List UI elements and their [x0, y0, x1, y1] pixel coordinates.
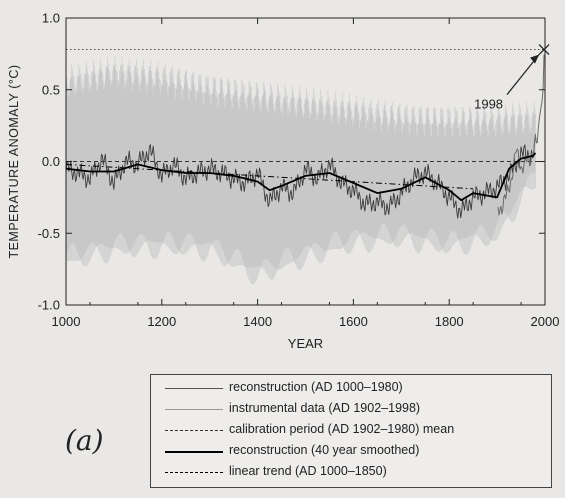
legend-item: instrumental data (AD 1902–1998) — [151, 400, 549, 418]
x-tick-label: 1000 — [52, 314, 81, 329]
series-layer — [65, 54, 545, 219]
legend-item: reconstruction (40 year smoothed) — [151, 442, 549, 460]
uncertainty-band — [65, 55, 536, 285]
series-line — [65, 138, 536, 219]
series-line — [497, 54, 545, 216]
y-tick-label: -0.5 — [38, 226, 60, 241]
legend-label: instrumental data (AD 1902–1998) — [229, 401, 421, 415]
legend-swatch-linear-trend — [165, 472, 223, 473]
series-line — [65, 163, 474, 190]
reference-lines-layer — [66, 49, 545, 162]
y-tick-label: 1.0 — [42, 11, 60, 26]
legend-swatch-smoothed — [165, 451, 223, 453]
legend-label: linear trend (AD 1000–1850) — [229, 464, 387, 478]
x-tick-label: 2000 — [531, 314, 560, 329]
y-tick-label: -1.0 — [38, 298, 60, 313]
legend-label: reconstruction (AD 1000–1980) — [229, 380, 403, 394]
legend-label: reconstruction (40 year smoothed) — [229, 443, 420, 457]
y-axis-title: TEMPERATURE ANOMALY (°C) — [7, 64, 21, 258]
axes-layer: 1000 1200 1400 1600 1800 2000 1.0 0.5 0.0 -0.5 -1.… — [7, 11, 559, 352]
legend-label: calibration period (AD 1902–1980) mean — [229, 422, 455, 436]
legend-item: calibration period (AD 1902–1980) mean — [151, 421, 549, 439]
legend-item: reconstruction (AD 1000–1980) — [151, 379, 549, 397]
x-tick-label: 1800 — [435, 314, 464, 329]
legend-swatch-reconstruction — [165, 388, 223, 389]
legend: reconstruction (AD 1000–1980) instrument… — [150, 374, 552, 488]
x-axis-title: YEAR — [288, 336, 323, 351]
uncertainty-band-layer — [65, 55, 536, 285]
x-tick-label: 1200 — [147, 314, 176, 329]
y-tick-label: 0.0 — [42, 154, 60, 169]
legend-item: linear trend (AD 1000–1850) — [151, 463, 549, 481]
annotation-1998-label: 1998 — [474, 97, 503, 112]
x-tick-label: 1400 — [243, 314, 272, 329]
annotation-layer: 1998 — [474, 44, 550, 112]
marker-1998 — [538, 44, 550, 56]
arrow-head-1998 — [530, 54, 540, 64]
y-tick-label: 0.5 — [42, 82, 60, 97]
x-tick-label: 1600 — [339, 314, 368, 329]
legend-swatch-instrumental — [165, 409, 223, 410]
legend-swatch-calibration-mean — [165, 430, 223, 431]
panel-label: (a) — [65, 424, 104, 457]
